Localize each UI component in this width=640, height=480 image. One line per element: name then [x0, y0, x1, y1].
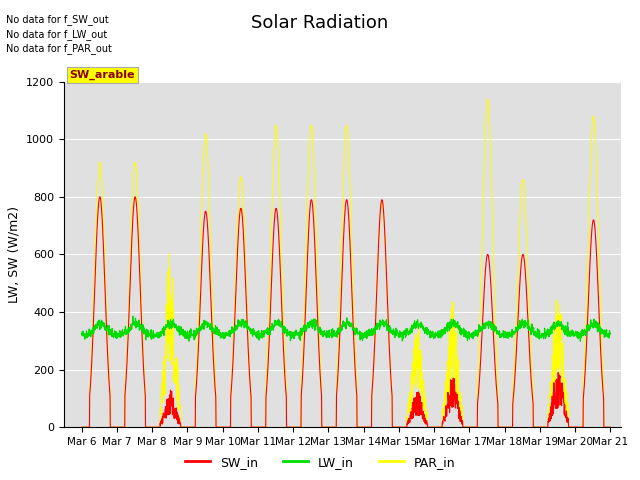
Text: Solar Radiation: Solar Radiation: [252, 14, 388, 33]
Text: No data for f_SW_out: No data for f_SW_out: [6, 14, 109, 25]
Text: No data for f_PAR_out: No data for f_PAR_out: [6, 43, 112, 54]
Text: No data for f_LW_out: No data for f_LW_out: [6, 29, 108, 40]
Text: SW_arable: SW_arable: [70, 70, 135, 80]
Y-axis label: LW, SW (W/m2): LW, SW (W/m2): [8, 206, 20, 303]
Legend: SW_in, LW_in, PAR_in: SW_in, LW_in, PAR_in: [180, 451, 460, 474]
